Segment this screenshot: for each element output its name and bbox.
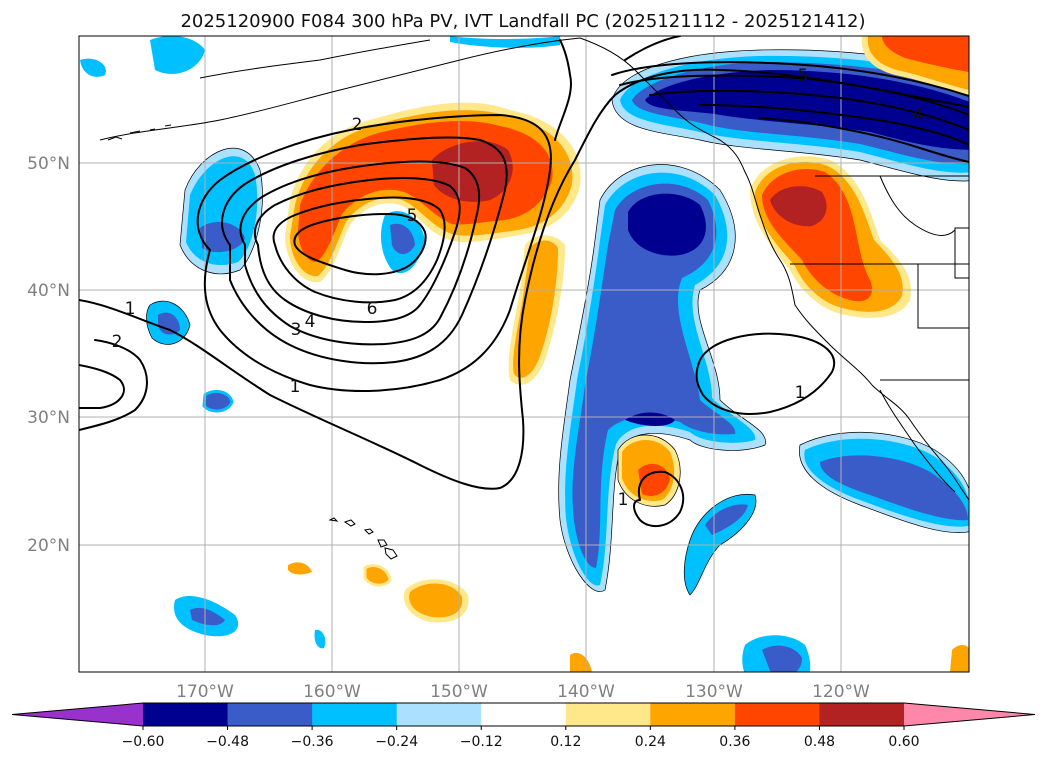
colorbar-tick-label: 0.12 [550,734,581,750]
colorbar-extend-max [904,703,1035,726]
lat-label: 30°N [27,408,70,428]
colorbar-tick-label: 0.24 [635,734,666,750]
colorbar-segment [481,703,567,726]
contour-label: 3 [291,320,302,340]
map-panel: 2 5 6 3 4 1 1 2 1 1 5 4 [79,36,969,672]
figure-title: 2025120900 F084 300 hPa PV, IVT Landfall… [180,11,865,32]
contour-label: 1 [290,377,301,397]
longitude-labels: 170°W 160°W 150°W 140°W 130°W 120°W [176,682,870,702]
lon-label: 130°W [685,682,743,702]
lon-label: 170°W [176,682,234,702]
lon-label: 150°W [430,682,488,702]
latitude-labels: 50°N 40°N 30°N 20°N [27,154,70,556]
colorbar-segment [734,703,820,726]
contour-labels: 2 5 6 3 4 1 1 2 1 1 5 4 [112,66,924,510]
coastlines [99,37,969,560]
colorbar-tick-label: −0.12 [460,734,503,750]
pv-contours [79,36,969,528]
contour-label: 2 [112,332,123,352]
map-frame [78,35,970,673]
colorbar-tick-label: 0.60 [888,734,919,750]
colorbar-segment [143,703,229,726]
colorbar-extend-min [12,703,143,726]
colorbar-tick-label: −0.60 [122,734,165,750]
contour-label: 1 [125,299,136,319]
colorbar-tick-label: 0.48 [804,734,835,750]
colorbar-tick-label: 0.36 [719,734,750,750]
colorbar-segment [396,703,482,726]
contour-label: 5 [798,66,809,86]
contour-label: 4 [305,312,316,332]
lon-label: 140°W [557,682,615,702]
graticule [79,36,969,672]
positive-pv-anomalies [285,36,969,672]
lon-label: 120°W [812,682,870,702]
contour-label: 5 [407,206,418,226]
contour-label: 1 [618,490,629,510]
colorbar: −0.60 −0.48 −0.36 −0.24 −0.12 0.12 0.24 0.36 0.4… [11,702,1036,750]
contour-label: 4 [913,105,924,125]
lat-label: 50°N [27,154,70,174]
contour-label: 1 [795,383,806,403]
colorbar-segment [650,703,736,726]
colorbar-segment [312,703,398,726]
colorbar-segment [819,703,905,726]
colorbar-tick-label: −0.48 [206,734,249,750]
lat-label: 20°N [27,536,70,556]
lat-label: 40°N [27,281,70,301]
contour-label: 6 [367,299,378,319]
colorbar-tick-label: −0.36 [291,734,334,750]
colorbar-segment [565,703,651,726]
contour-label: 2 [352,115,363,135]
lon-label: 160°W [303,682,361,702]
colorbar-segment [227,703,313,726]
colorbar-tick-label: −0.24 [375,734,418,750]
